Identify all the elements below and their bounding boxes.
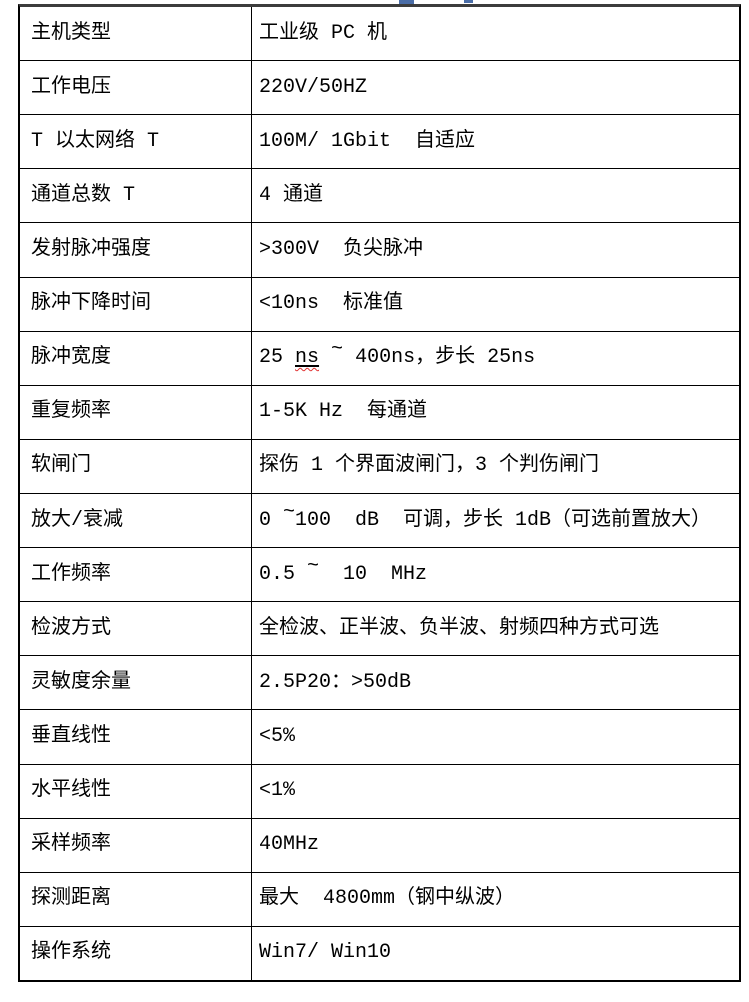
spec-value-cell: 220V/50HZ xyxy=(252,61,739,114)
table-row: 操作系统 Win7/ Win10 xyxy=(20,926,739,980)
spec-label: 灵敏度余量 xyxy=(31,670,131,694)
table-row: 通道总数 T 4 通道 xyxy=(20,169,739,224)
spec-value: 0 ~100 dB 可调，步长 1dB（可选前置放大） xyxy=(259,500,712,532)
spec-label-cell: 采样频率 xyxy=(20,818,252,872)
table-row: T 以太网络 T 100M/ 1Gbit 自适应 xyxy=(20,115,739,170)
spec-label-cell: 水平线性 xyxy=(20,764,252,818)
spec-label-cell: 发射脉冲强度 xyxy=(20,223,252,277)
spec-value: 220V/50HZ xyxy=(259,75,368,99)
spec-value-cell: 最大 4800mm（钢中纵波） xyxy=(252,873,739,926)
table-row: 软闸门 探伤 1 个界面波闸门，3 个判伤闸门 xyxy=(20,439,739,494)
spec-label: 放大/衰减 xyxy=(31,508,124,532)
spec-value: 全检波、正半波、负半波、射频四种方式可选 xyxy=(259,616,659,640)
spec-value: <10ns 标准值 xyxy=(259,292,404,316)
spec-label: 主机类型 xyxy=(31,21,111,45)
spec-label: T 以太网络 T xyxy=(31,129,160,153)
table-row: 脉冲宽度 25 ns ~ 400ns，步长 25ns xyxy=(20,331,739,386)
spec-value-cell: 1-5K Hz 每通道 xyxy=(252,386,739,439)
spellcheck-squiggle: ns xyxy=(295,346,320,370)
spec-label-cell: 探测距离 xyxy=(20,872,252,926)
spec-value: 4 通道 xyxy=(259,183,324,207)
spec-label-cell: 通道总数 T xyxy=(20,169,252,223)
table-row: 发射脉冲强度 >300V 负尖脉冲 xyxy=(20,223,739,278)
spec-label-cell: 放大/衰减 xyxy=(20,493,252,548)
spec-label: 重复频率 xyxy=(31,400,111,424)
spec-label: 脉冲宽度 xyxy=(31,346,111,370)
spec-value-cell: 100M/ 1Gbit 自适应 xyxy=(252,115,739,168)
spec-label: 探测距离 xyxy=(31,887,111,911)
spec-value: <5% xyxy=(259,724,296,748)
table-row: 主机类型 工业级 PC 机 xyxy=(20,7,739,62)
spec-value-cell: 2.5P20：>50dB xyxy=(252,656,739,709)
cutoff-text-fragment xyxy=(399,0,414,4)
spec-label-cell: 工作频率 xyxy=(20,548,252,602)
spec-value-cell: >300V 负尖脉冲 xyxy=(252,223,739,276)
spec-value: 1-5K Hz 每通道 xyxy=(259,400,428,424)
spec-label: 操作系统 xyxy=(31,941,111,965)
spec-value: >300V 负尖脉冲 xyxy=(259,237,424,261)
table-row: 工作频率 0.5 ~ 10 MHz xyxy=(20,548,739,603)
spec-value: 40MHz xyxy=(259,833,320,857)
spec-value-cell: 探伤 1 个界面波闸门，3 个判伤闸门 xyxy=(252,440,739,493)
table-row: 垂直线性 <5% xyxy=(20,710,739,765)
spec-value: 工业级 PC 机 xyxy=(259,21,388,45)
spec-label: 通道总数 T xyxy=(31,183,136,207)
spec-value-cell: <5% xyxy=(252,710,739,763)
spec-label-cell: 主机类型 xyxy=(20,7,252,61)
table-row: 采样频率 40MHz xyxy=(20,818,739,873)
spec-label-cell: 脉冲宽度 xyxy=(20,331,252,385)
spec-value-cell: 工业级 PC 机 xyxy=(252,7,739,60)
spec-value-cell: <10ns 标准值 xyxy=(252,278,739,331)
spec-label-cell: 灵敏度余量 xyxy=(20,656,252,710)
spec-value: 最大 4800mm（钢中纵波） xyxy=(259,887,516,911)
spec-label: 工作电压 xyxy=(31,75,111,99)
spec-label-cell: 检波方式 xyxy=(20,602,252,656)
table-row: 检波方式 全检波、正半波、负半波、射频四种方式可选 xyxy=(20,602,739,657)
spec-table: 主机类型 工业级 PC 机 工作电压 220V/50HZ T 以太网络 T 10… xyxy=(18,4,741,982)
spec-label: 水平线性 xyxy=(31,779,111,803)
spec-label-cell: 重复频率 xyxy=(20,385,252,439)
superscript-tilde: ~ xyxy=(331,338,344,362)
spec-label-cell: 工作电压 xyxy=(20,61,252,115)
spec-value: 2.5P20：>50dB xyxy=(259,670,412,694)
spec-value-cell: 全检波、正半波、负半波、射频四种方式可选 xyxy=(252,602,739,655)
superscript-tilde: ~ xyxy=(307,554,320,578)
table-row: 放大/衰减 0 ~100 dB 可调，步长 1dB（可选前置放大） xyxy=(20,493,739,549)
spec-label-cell: 软闸门 xyxy=(20,439,252,493)
spec-label: 检波方式 xyxy=(31,616,111,640)
table-row: 工作电压 220V/50HZ xyxy=(20,61,739,116)
spec-label: 发射脉冲强度 xyxy=(31,237,151,261)
spec-label: 工作频率 xyxy=(31,562,111,586)
spec-label-cell: 垂直线性 xyxy=(20,710,252,764)
spec-label-cell: T 以太网络 T xyxy=(20,115,252,169)
spec-value-cell: 25 ns ~ 400ns，步长 25ns xyxy=(252,332,739,385)
table-row: 水平线性 <1% xyxy=(20,764,739,819)
spec-value: <1% xyxy=(259,779,296,803)
spec-value-cell: <1% xyxy=(252,765,739,818)
table-row: 重复频率 1-5K Hz 每通道 xyxy=(20,385,739,440)
superscript-tilde: ~ xyxy=(283,500,296,524)
spec-value-cell: Win7/ Win10 xyxy=(252,927,739,980)
spec-value-cell: 4 通道 xyxy=(252,169,739,222)
spec-value-cell: 0.5 ~ 10 MHz xyxy=(252,548,739,601)
table-row: 脉冲下降时间 <10ns 标准值 xyxy=(20,277,739,332)
cutoff-text-fragment xyxy=(464,0,473,3)
spec-label-cell: 操作系统 xyxy=(20,926,252,980)
spec-value: 0.5 ~ 10 MHz xyxy=(259,554,428,586)
spec-label-cell: 脉冲下降时间 xyxy=(20,277,252,331)
spec-value: 探伤 1 个界面波闸门，3 个判伤闸门 xyxy=(259,454,600,478)
spec-value: 100M/ 1Gbit 自适应 xyxy=(259,129,476,153)
spec-value: 25 ns ~ 400ns，步长 25ns xyxy=(259,338,536,370)
spec-label: 垂直线性 xyxy=(31,724,111,748)
table-row: 探测距离 最大 4800mm（钢中纵波） xyxy=(20,872,739,927)
spec-label: 脉冲下降时间 xyxy=(31,292,151,316)
table-row: 灵敏度余量 2.5P20：>50dB xyxy=(20,656,739,711)
spec-label: 软闸门 xyxy=(31,454,91,478)
spec-value: Win7/ Win10 xyxy=(259,941,392,965)
spec-label: 采样频率 xyxy=(31,833,111,857)
spec-value-cell: 40MHz xyxy=(252,819,739,872)
spec-value-cell: 0 ~100 dB 可调，步长 1dB（可选前置放大） xyxy=(252,494,739,547)
